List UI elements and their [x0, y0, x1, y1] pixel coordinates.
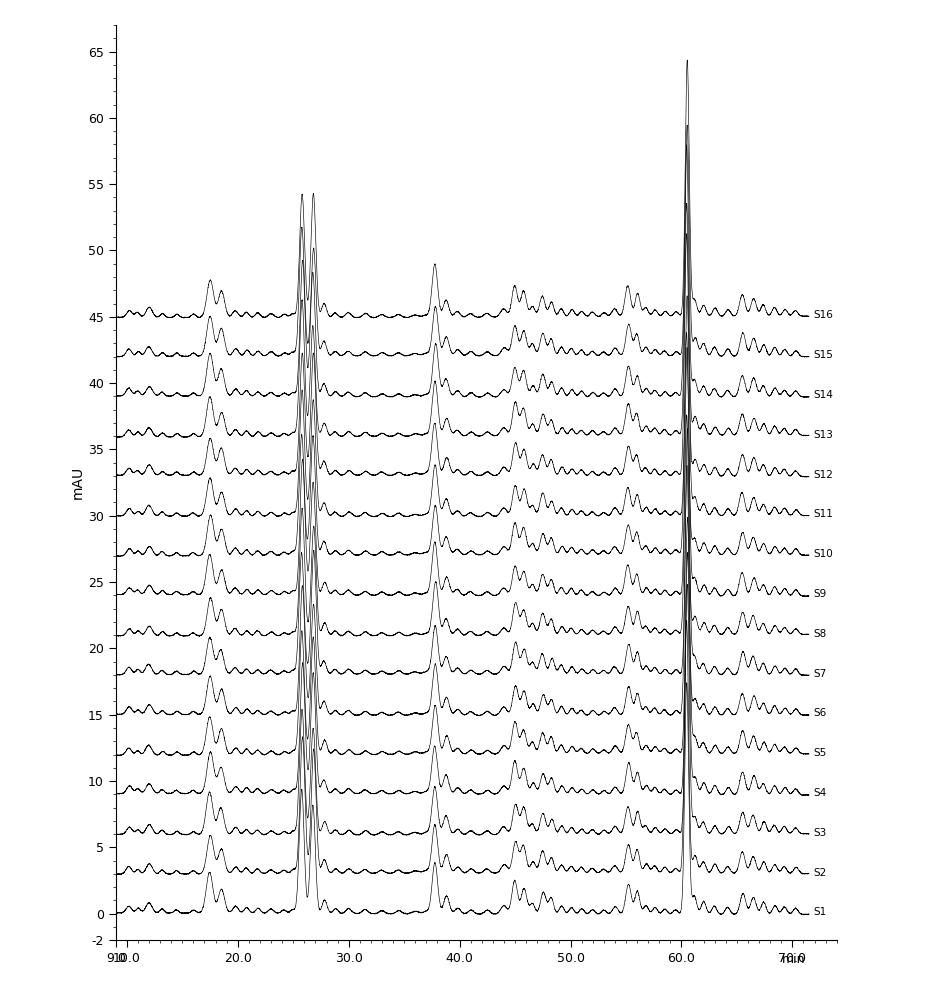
- Text: S2: S2: [813, 868, 826, 878]
- Text: min: min: [782, 953, 806, 966]
- Y-axis label: mAU: mAU: [71, 466, 85, 499]
- Text: S1: S1: [813, 907, 826, 917]
- Text: S14: S14: [813, 390, 833, 400]
- Text: S3: S3: [813, 828, 826, 838]
- Text: S10: S10: [813, 549, 833, 559]
- Text: S15: S15: [813, 350, 833, 360]
- Text: S16: S16: [813, 310, 833, 320]
- Text: S8: S8: [813, 629, 826, 639]
- Text: S11: S11: [813, 509, 833, 519]
- Text: S7: S7: [813, 669, 826, 679]
- Text: S4: S4: [813, 788, 826, 798]
- Text: S13: S13: [813, 430, 833, 440]
- Text: S9: S9: [813, 589, 826, 599]
- Text: S5: S5: [813, 748, 826, 758]
- Text: S12: S12: [813, 470, 833, 480]
- Text: S6: S6: [813, 708, 826, 718]
